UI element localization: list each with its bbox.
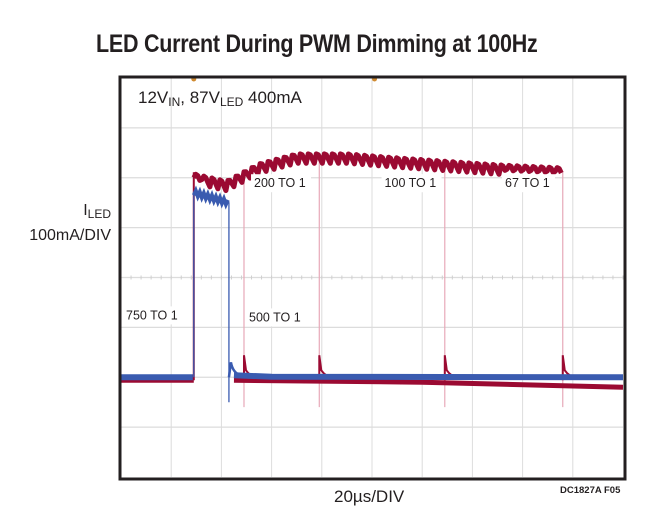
- test-conditions: 12VIN, 87VLED 400mA: [138, 88, 302, 109]
- y-axis-label: ILED 100mA/DIV: [29, 200, 111, 246]
- blue-trace-overshoot: [227, 362, 242, 378]
- annotation-label-100-to-1: 100 TO 1: [385, 176, 437, 190]
- annotation-bg: [246, 308, 307, 327]
- y-axis-quantity-subscript: LED: [87, 207, 111, 221]
- red-trace-top: [191, 151, 564, 194]
- annotation-label-750-to-1: 750 TO 1: [126, 308, 178, 322]
- cond-vin: 12V: [138, 88, 169, 107]
- x-axis-label: 20µs/DIV: [334, 487, 405, 506]
- y-axis-scale: 100mA/DIV: [29, 227, 111, 244]
- annotation-bg: [123, 306, 184, 325]
- annotation-label-500-to-1: 500 TO 1: [249, 310, 301, 324]
- blue-trace-baseline: [121, 372, 624, 381]
- chart-title: LED Current During PWM Dimming at 100Hz: [96, 30, 538, 58]
- annotation-bg: [251, 174, 312, 193]
- cond-vled-sub: LED: [219, 95, 244, 109]
- cond-vin-sub: IN: [168, 95, 181, 109]
- annotation-label-67-to-1: 67 TO 1: [505, 176, 550, 190]
- annotations: 750 TO 1 500 TO 1 200 TO 1 100 TO 1 67 TO 1: [123, 174, 556, 327]
- plot-frame: [118, 75, 627, 481]
- annotation-label-200-to-1: 200 TO 1: [254, 176, 306, 190]
- figure-id: DC1827A F05: [560, 485, 621, 496]
- y-axis-quantity: I: [83, 202, 88, 219]
- annotation-bg: [381, 174, 442, 193]
- annotation-bg: [502, 174, 556, 193]
- traces: [121, 151, 624, 408]
- blue-trace-top: [191, 185, 230, 210]
- cond-current: 400mA: [243, 88, 302, 107]
- cond-vled: , 87V: [180, 88, 220, 107]
